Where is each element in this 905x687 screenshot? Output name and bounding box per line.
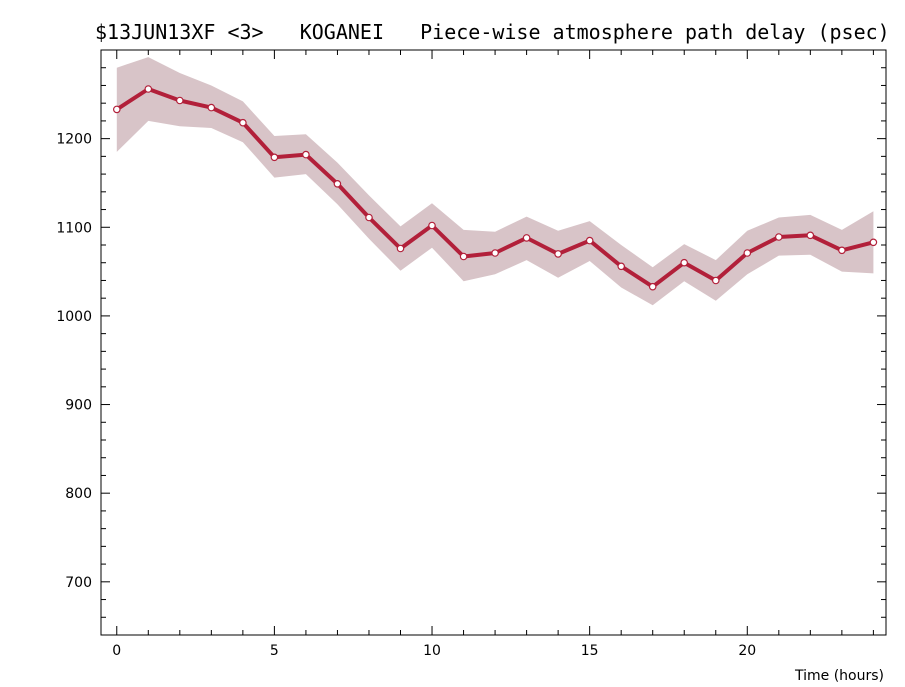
data-point xyxy=(869,238,878,247)
data-point xyxy=(617,262,626,271)
data-point xyxy=(648,282,657,291)
uncertainty-band xyxy=(116,57,874,306)
x-tick-label: 5 xyxy=(270,643,279,659)
y-tick-label: 1100 xyxy=(56,220,92,236)
x-tick-label: 15 xyxy=(581,643,599,659)
tick-layer xyxy=(101,49,886,635)
x-axis-label: Time (hours) xyxy=(794,668,884,684)
x-tick-label: 20 xyxy=(738,643,756,659)
data-point xyxy=(333,180,342,188)
series-layer xyxy=(113,85,878,291)
data-point xyxy=(522,234,531,242)
data-point xyxy=(302,150,310,159)
data-point xyxy=(270,153,279,162)
y-tick-label: 1200 xyxy=(56,132,92,148)
y-tick-label: 900 xyxy=(65,398,92,414)
y-tick-label: 700 xyxy=(65,575,92,591)
x-tick-label: 0 xyxy=(112,643,121,659)
x-tick-labels: 0 5 10 15 20 xyxy=(112,643,756,659)
data-point xyxy=(365,213,373,222)
data-point xyxy=(774,233,783,241)
y-tick-labels: 700 800 900 1000 1100 1200 xyxy=(56,132,92,591)
data-point xyxy=(711,276,720,285)
data-point xyxy=(459,252,468,261)
data-point xyxy=(806,231,815,240)
y-tick-label: 800 xyxy=(65,486,92,502)
data-point xyxy=(585,236,594,245)
data-point xyxy=(680,258,689,267)
uncertainty-band-layer xyxy=(116,57,874,306)
data-point xyxy=(207,103,216,112)
x-tick-label: 10 xyxy=(423,643,441,659)
data-point xyxy=(838,246,846,255)
data-point xyxy=(239,118,247,127)
data-point xyxy=(743,249,752,257)
data-point xyxy=(144,85,153,93)
y-tick-label: 1000 xyxy=(56,309,92,325)
data-point xyxy=(491,249,499,257)
data-point xyxy=(113,105,121,114)
data-point xyxy=(428,221,436,230)
data-point xyxy=(176,96,184,105)
data-point xyxy=(396,244,405,253)
plot-frame xyxy=(100,49,887,636)
chart-title: $13JUN13XF <3> KOGANEI Piece-wise atmosp… xyxy=(95,20,890,44)
data-point xyxy=(554,250,562,258)
